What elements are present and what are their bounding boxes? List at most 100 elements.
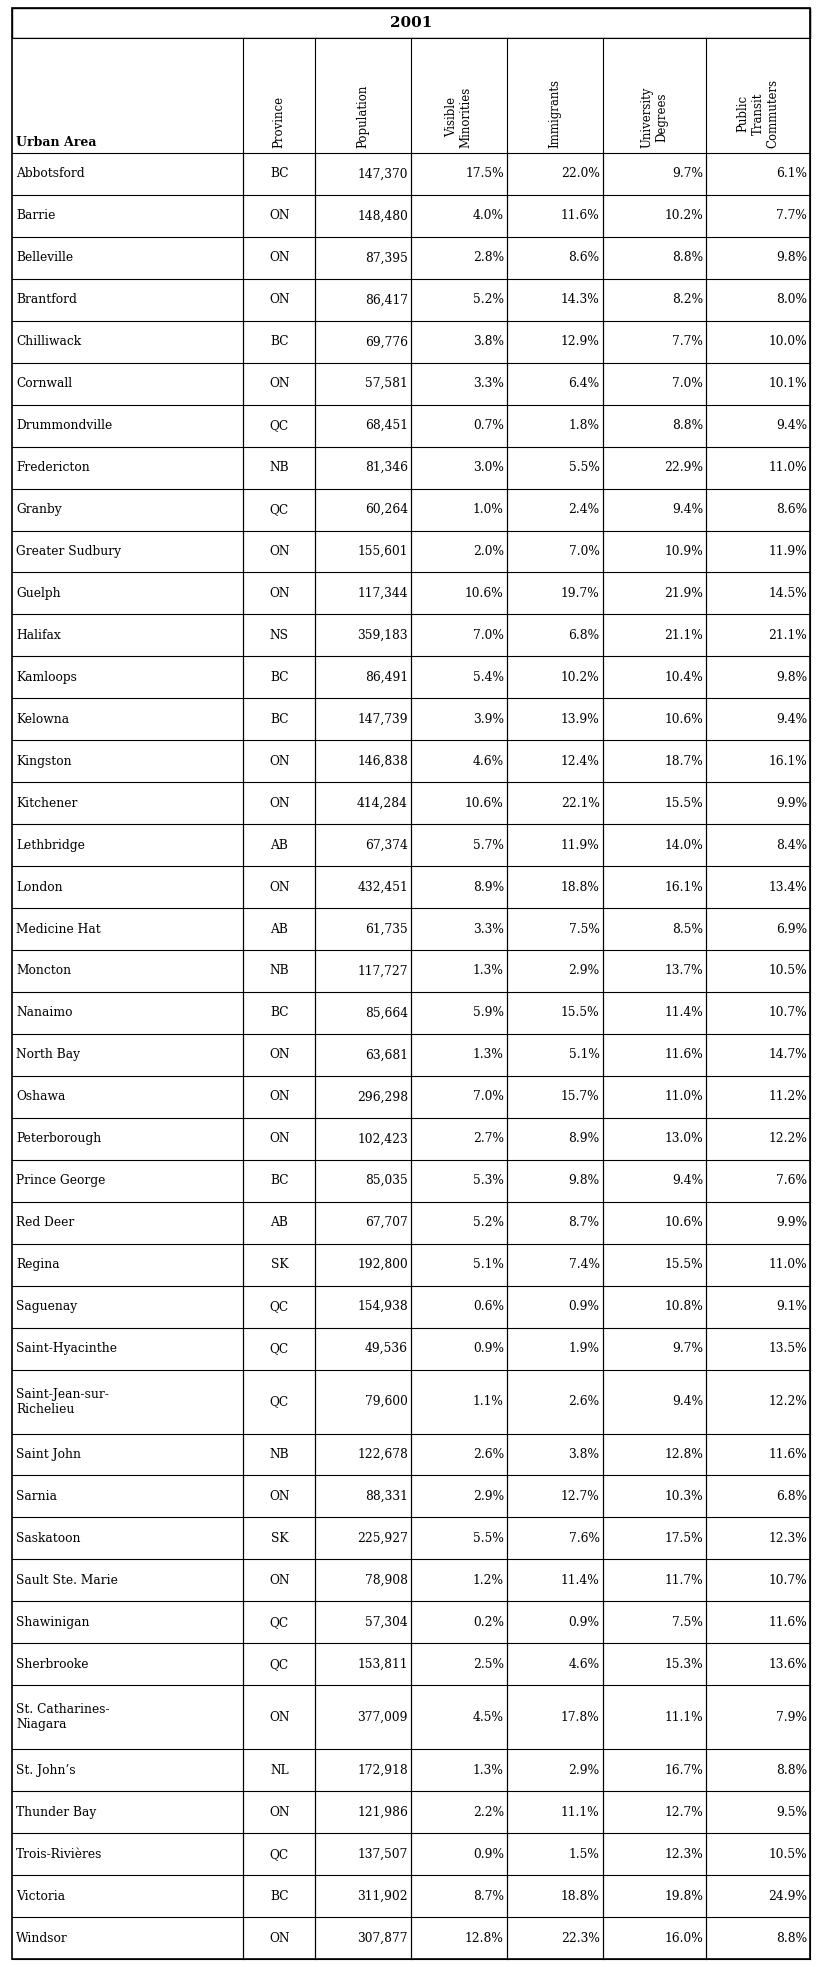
Text: 87,395: 87,395 xyxy=(365,252,408,264)
Text: BC: BC xyxy=(270,167,289,181)
Text: QC: QC xyxy=(270,504,289,515)
Text: ON: ON xyxy=(269,755,290,767)
Text: Prince George: Prince George xyxy=(16,1174,106,1188)
Text: Sherbrooke: Sherbrooke xyxy=(16,1658,88,1670)
Text: North Bay: North Bay xyxy=(16,1048,80,1062)
Text: 10.2%: 10.2% xyxy=(561,671,600,685)
Text: 5.1%: 5.1% xyxy=(569,1048,600,1062)
Text: 14.3%: 14.3% xyxy=(561,293,600,307)
Text: 4.5%: 4.5% xyxy=(473,1711,504,1723)
Text: 21.1%: 21.1% xyxy=(664,629,703,641)
Text: NS: NS xyxy=(270,629,289,641)
Text: 14.0%: 14.0% xyxy=(664,838,703,852)
Text: 60,264: 60,264 xyxy=(365,504,408,515)
Text: 9.8%: 9.8% xyxy=(776,252,807,264)
Text: ON: ON xyxy=(269,378,290,389)
Text: 12.4%: 12.4% xyxy=(560,755,600,767)
Text: 7.7%: 7.7% xyxy=(672,334,703,348)
Text: 153,811: 153,811 xyxy=(357,1658,408,1670)
Text: 10.0%: 10.0% xyxy=(768,334,807,348)
Text: 11.9%: 11.9% xyxy=(561,838,600,852)
Text: 12.8%: 12.8% xyxy=(664,1448,703,1461)
Text: 11.6%: 11.6% xyxy=(561,209,600,222)
Text: Granby: Granby xyxy=(16,504,61,515)
Text: 102,423: 102,423 xyxy=(357,1133,408,1145)
Text: 10.6%: 10.6% xyxy=(465,586,504,600)
Text: Abbotsford: Abbotsford xyxy=(16,167,84,181)
Text: 117,344: 117,344 xyxy=(357,586,408,600)
Text: 9.8%: 9.8% xyxy=(569,1174,600,1188)
Text: Public
Transit
Commuters: Public Transit Commuters xyxy=(737,79,780,148)
Text: ON: ON xyxy=(269,209,290,222)
Text: 86,417: 86,417 xyxy=(365,293,408,307)
Text: 2.0%: 2.0% xyxy=(473,545,504,559)
Text: 8.0%: 8.0% xyxy=(776,293,807,307)
Text: 1.1%: 1.1% xyxy=(473,1395,504,1408)
Text: 1.3%: 1.3% xyxy=(473,1764,504,1776)
Text: 22.3%: 22.3% xyxy=(560,1932,600,1945)
Text: Saint John: Saint John xyxy=(16,1448,81,1461)
Text: 86,491: 86,491 xyxy=(365,671,408,685)
Text: 12.3%: 12.3% xyxy=(768,1532,807,1544)
Text: 6.1%: 6.1% xyxy=(776,167,807,181)
Text: 24.9%: 24.9% xyxy=(768,1890,807,1902)
Text: Greater Sudbury: Greater Sudbury xyxy=(16,545,121,559)
Text: 1.0%: 1.0% xyxy=(473,504,504,515)
Text: 146,838: 146,838 xyxy=(357,755,408,767)
Text: AB: AB xyxy=(271,1216,288,1229)
Text: 5.3%: 5.3% xyxy=(473,1174,504,1188)
Text: 154,938: 154,938 xyxy=(357,1300,408,1314)
Text: 13.5%: 13.5% xyxy=(768,1341,807,1355)
Text: 1.5%: 1.5% xyxy=(569,1847,600,1861)
Text: 7.6%: 7.6% xyxy=(569,1532,600,1544)
Text: 1.3%: 1.3% xyxy=(473,964,504,978)
Text: 8.7%: 8.7% xyxy=(473,1890,504,1902)
Text: Kelowna: Kelowna xyxy=(16,712,70,726)
Text: 377,009: 377,009 xyxy=(357,1711,408,1723)
Text: QC: QC xyxy=(270,1341,289,1355)
Text: 3.8%: 3.8% xyxy=(473,334,504,348)
Text: 22.9%: 22.9% xyxy=(664,460,703,474)
Text: ON: ON xyxy=(269,881,290,893)
Text: ON: ON xyxy=(269,545,290,559)
Text: ON: ON xyxy=(269,1048,290,1062)
Text: Barrie: Barrie xyxy=(16,209,56,222)
Text: 11.0%: 11.0% xyxy=(665,1090,703,1103)
Text: Fredericton: Fredericton xyxy=(16,460,90,474)
Text: 9.4%: 9.4% xyxy=(776,419,807,433)
Text: 3.0%: 3.0% xyxy=(473,460,504,474)
Text: QC: QC xyxy=(270,1615,289,1629)
Text: ON: ON xyxy=(269,293,290,307)
Text: 137,507: 137,507 xyxy=(357,1847,408,1861)
Text: 6.8%: 6.8% xyxy=(776,1489,807,1503)
Text: 1.8%: 1.8% xyxy=(569,419,600,433)
Text: BC: BC xyxy=(270,671,289,685)
Text: Belleville: Belleville xyxy=(16,252,73,264)
Text: 11.4%: 11.4% xyxy=(561,1574,600,1587)
Text: Red Deer: Red Deer xyxy=(16,1216,74,1229)
Text: 9.4%: 9.4% xyxy=(672,1395,703,1408)
Text: Kamloops: Kamloops xyxy=(16,671,77,685)
Text: 11.9%: 11.9% xyxy=(768,545,807,559)
Text: 5.5%: 5.5% xyxy=(569,460,600,474)
Text: 9.7%: 9.7% xyxy=(672,1341,703,1355)
Text: 63,681: 63,681 xyxy=(365,1048,408,1062)
Text: 22.0%: 22.0% xyxy=(560,167,600,181)
Text: Brantford: Brantford xyxy=(16,293,77,307)
Text: 57,304: 57,304 xyxy=(366,1615,408,1629)
Text: 18.7%: 18.7% xyxy=(664,755,703,767)
Text: 3.9%: 3.9% xyxy=(473,712,504,726)
Text: 10.5%: 10.5% xyxy=(768,964,807,978)
Text: 0.6%: 0.6% xyxy=(473,1300,504,1314)
Text: 5.7%: 5.7% xyxy=(473,838,504,852)
Text: 78,908: 78,908 xyxy=(365,1574,408,1587)
Text: London: London xyxy=(16,881,63,893)
Text: 7.4%: 7.4% xyxy=(569,1259,600,1271)
Text: Saint-Jean-sur-
Richelieu: Saint-Jean-sur- Richelieu xyxy=(16,1387,109,1416)
Text: 3.3%: 3.3% xyxy=(473,923,504,936)
Text: 15.5%: 15.5% xyxy=(665,1259,703,1271)
Text: 13.0%: 13.0% xyxy=(665,1133,703,1145)
Text: Saguenay: Saguenay xyxy=(16,1300,77,1314)
Text: 0.7%: 0.7% xyxy=(473,419,504,433)
Text: Province: Province xyxy=(273,96,285,148)
